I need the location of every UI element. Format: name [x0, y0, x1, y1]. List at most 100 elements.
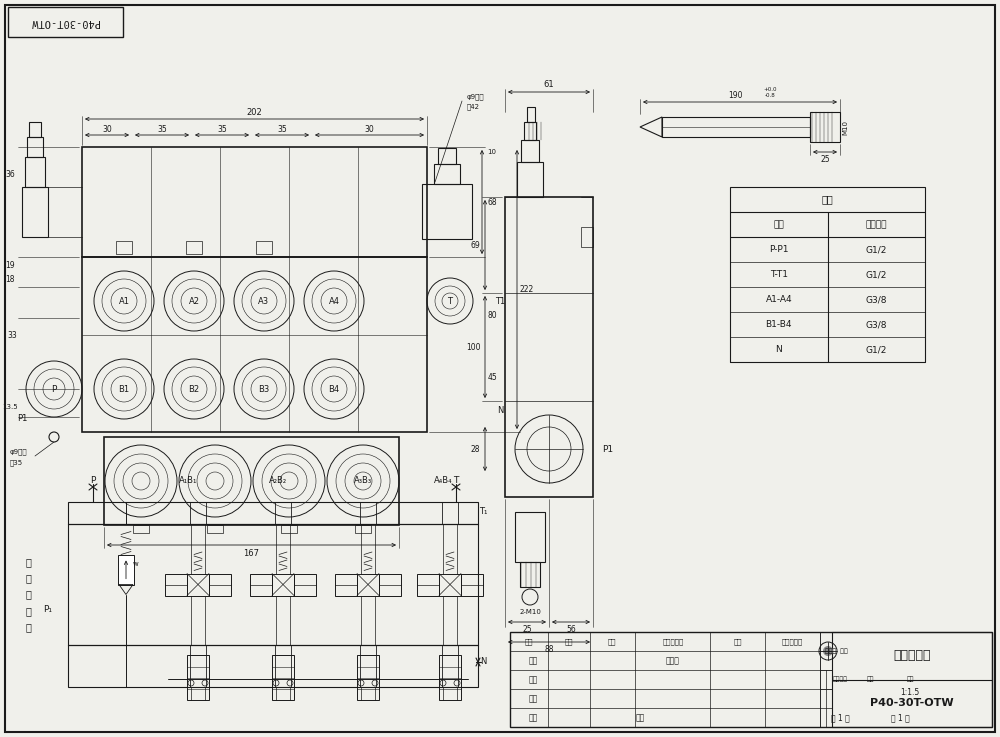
Text: G3/8: G3/8 — [866, 320, 887, 329]
Bar — [82, 257, 427, 432]
Bar — [521, 140, 539, 162]
Text: 56: 56 — [566, 624, 576, 634]
Text: P: P — [51, 385, 57, 394]
Text: A2: A2 — [188, 296, 200, 306]
Text: 80: 80 — [487, 310, 497, 320]
Text: 35: 35 — [277, 125, 287, 133]
Bar — [357, 573, 379, 595]
Bar — [517, 162, 543, 197]
Text: B1: B1 — [118, 385, 130, 394]
Text: 222: 222 — [520, 285, 534, 294]
Text: A₂B₂: A₂B₂ — [269, 475, 287, 484]
Text: P1: P1 — [17, 413, 27, 422]
Bar — [281, 525, 297, 533]
Bar — [515, 512, 545, 562]
Text: G1/2: G1/2 — [866, 245, 887, 254]
Text: A1: A1 — [119, 296, 130, 306]
Text: φ9通孔: φ9通孔 — [467, 94, 485, 100]
Text: 设计: 设计 — [529, 656, 538, 665]
Text: B1-B4: B1-B4 — [766, 320, 792, 329]
Text: 33: 33 — [7, 330, 17, 340]
Text: N: N — [480, 657, 486, 666]
Text: 分区: 分区 — [608, 638, 616, 645]
Text: 阀体: 阀体 — [822, 195, 833, 204]
Bar — [434, 164, 460, 184]
Text: 202: 202 — [247, 108, 262, 116]
Text: 30: 30 — [102, 125, 112, 133]
Text: P1: P1 — [602, 444, 614, 453]
Bar — [187, 655, 209, 700]
Bar — [256, 241, 272, 254]
Text: 批准: 批准 — [635, 713, 645, 722]
Text: 10: 10 — [488, 149, 496, 155]
Text: A₄B₄: A₄B₄ — [434, 475, 452, 484]
Text: 标记: 标记 — [525, 638, 533, 645]
Bar — [505, 197, 593, 497]
Text: 版本号  类型: 版本号 类型 — [825, 649, 847, 654]
Bar — [68, 502, 478, 687]
Text: 第 1 张: 第 1 张 — [891, 713, 909, 722]
Bar — [133, 525, 149, 533]
Text: 2-M10: 2-M10 — [519, 609, 541, 615]
Text: 35: 35 — [157, 125, 167, 133]
Text: N: N — [497, 405, 503, 414]
Bar — [335, 573, 357, 595]
Text: T₁: T₁ — [479, 508, 487, 517]
Bar — [422, 184, 472, 239]
Text: 61: 61 — [544, 80, 554, 88]
Text: +0.0: +0.0 — [763, 86, 777, 91]
Text: 25: 25 — [522, 624, 532, 634]
Bar — [209, 573, 231, 595]
Text: 重量: 重量 — [866, 677, 874, 682]
Bar — [820, 632, 832, 727]
Bar — [832, 632, 992, 727]
Text: T: T — [448, 296, 452, 306]
Text: B2: B2 — [188, 385, 200, 394]
Text: 接口: 接口 — [773, 220, 784, 229]
Bar — [22, 187, 48, 237]
Bar — [207, 525, 223, 533]
Text: 45: 45 — [487, 372, 497, 382]
Bar — [186, 241, 202, 254]
Text: M10: M10 — [842, 119, 848, 134]
Text: T: T — [453, 475, 459, 484]
Text: P₁: P₁ — [44, 606, 52, 615]
Text: N: N — [775, 345, 782, 354]
Text: 校对: 校对 — [529, 675, 538, 684]
Bar — [461, 573, 483, 595]
Circle shape — [823, 646, 833, 656]
Text: B4: B4 — [328, 385, 340, 394]
Bar — [294, 573, 316, 595]
Text: G1/2: G1/2 — [866, 270, 887, 279]
Text: 35: 35 — [217, 125, 227, 133]
Bar — [520, 562, 540, 587]
Text: A₃B₃: A₃B₃ — [354, 475, 372, 484]
Bar — [438, 148, 456, 164]
Bar — [104, 437, 399, 525]
Text: G3/8: G3/8 — [866, 295, 887, 304]
Bar — [730, 187, 925, 362]
Bar — [810, 112, 840, 142]
Text: 167: 167 — [244, 548, 260, 557]
Bar — [25, 157, 45, 187]
Bar — [581, 227, 593, 247]
Text: P40-30T-OTW: P40-30T-OTW — [870, 698, 954, 708]
Text: P-P1: P-P1 — [769, 245, 788, 254]
Text: A1-A4: A1-A4 — [765, 295, 792, 304]
Bar — [379, 573, 401, 595]
Text: 螺纹规格: 螺纹规格 — [866, 220, 887, 229]
Text: 处数: 处数 — [565, 638, 573, 645]
Text: 1:1.5: 1:1.5 — [900, 688, 920, 697]
Text: 工艺: 工艺 — [529, 713, 538, 722]
Text: 190: 190 — [728, 91, 742, 99]
Text: 标准化: 标准化 — [666, 656, 680, 665]
Bar — [357, 655, 379, 700]
Text: T1: T1 — [495, 296, 505, 306]
Text: A₁B₁: A₁B₁ — [179, 475, 197, 484]
Text: P: P — [90, 475, 96, 484]
Text: 四联多路阀: 四联多路阀 — [893, 649, 931, 663]
Text: 88: 88 — [544, 644, 554, 654]
Bar — [187, 573, 209, 595]
Text: 签名: 签名 — [734, 638, 742, 645]
Bar — [8, 7, 123, 37]
